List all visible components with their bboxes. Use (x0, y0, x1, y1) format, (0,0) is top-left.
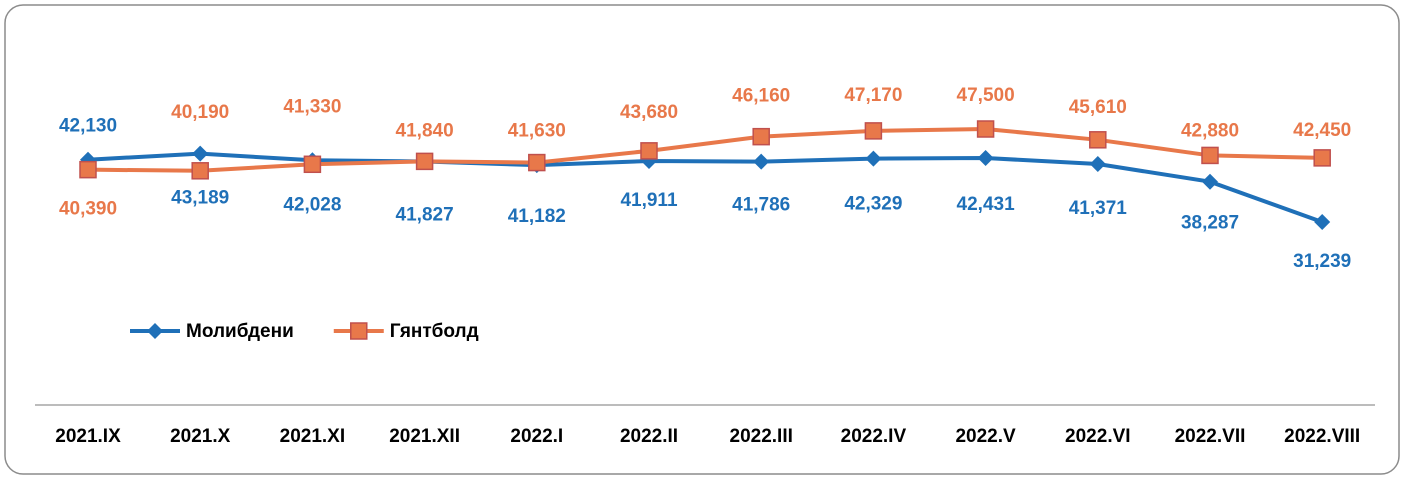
data-label: 42,130 (59, 116, 117, 137)
marker (752, 127, 770, 146)
data-label: 40,190 (171, 102, 229, 123)
x-tick-label: 2022.I (510, 426, 563, 447)
marker (977, 149, 994, 166)
data-label: 41,630 (508, 121, 566, 142)
marker (192, 145, 209, 162)
data-label: 38,287 (1181, 213, 1239, 234)
marker (415, 152, 434, 171)
legend-marker (350, 322, 368, 340)
data-label: 46,160 (732, 86, 790, 107)
legend-marker (147, 323, 163, 339)
marker (528, 153, 546, 172)
frame (4, 4, 1400, 475)
x-tick-label: 2021.IX (55, 426, 121, 447)
data-label: 31,239 (1293, 251, 1351, 272)
data-label: 45,610 (1069, 97, 1127, 118)
data-label: 41,786 (732, 195, 790, 216)
marker (753, 153, 770, 170)
data-label: 42,880 (1181, 120, 1239, 141)
data-label: 42,329 (844, 194, 902, 215)
marker (976, 120, 995, 138)
marker (864, 122, 883, 140)
marker (1313, 149, 1331, 167)
marker (1089, 131, 1107, 149)
x-tick-label: 2022.VI (1065, 426, 1131, 447)
marker (191, 162, 209, 180)
x-tick-label: 2022.IV (841, 426, 907, 447)
x-tick-label: 2022.VIII (1284, 426, 1360, 447)
legend-label: Молибдени (186, 321, 294, 342)
data-label: 43,680 (620, 102, 678, 123)
data-label: 41,371 (1069, 198, 1128, 219)
marker (640, 142, 658, 160)
series-line (87, 126, 1323, 173)
marker (1201, 146, 1219, 165)
x-tick-label: 2021.XII (389, 426, 460, 447)
x-tick-label: 2021.X (170, 426, 231, 447)
data-label: 43,189 (171, 188, 229, 209)
data-label: 42,431 (957, 194, 1016, 215)
marker (79, 160, 97, 179)
data-label: 40,390 (59, 199, 117, 220)
marker (1314, 214, 1331, 230)
legend-label: Гянтболд (390, 321, 479, 342)
x-tick-label: 2021.XI (280, 426, 346, 447)
marker (303, 155, 322, 174)
data-label: 42,028 (283, 194, 341, 215)
marker (1202, 173, 1218, 190)
data-label: 47,170 (844, 85, 902, 106)
x-tick-label: 2022.VII (1175, 426, 1246, 447)
series-line (87, 151, 1323, 224)
x-tick-label: 2022.V (955, 426, 1016, 447)
marker (1089, 156, 1106, 173)
x-tick-label: 2022.II (620, 426, 678, 447)
data-label: 41,182 (508, 206, 566, 227)
x-tick-label: 2022.III (730, 426, 793, 447)
data-label: 41,827 (396, 204, 454, 225)
marker (865, 150, 882, 167)
data-label: 47,500 (957, 85, 1015, 106)
data-label: 41,911 (620, 190, 677, 211)
data-label: 42,450 (1293, 120, 1351, 141)
data-label: 41,330 (283, 96, 341, 117)
data-label: 41,840 (396, 120, 454, 141)
